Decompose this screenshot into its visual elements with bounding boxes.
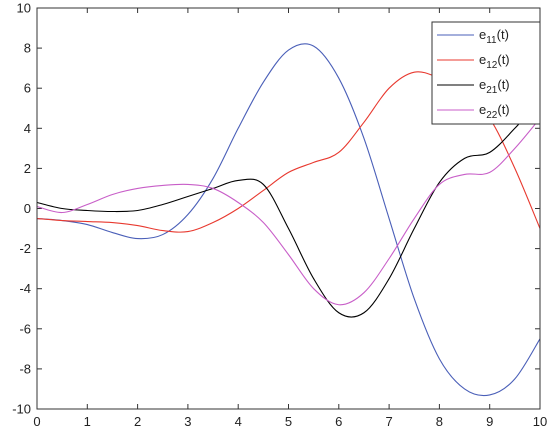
legend-label: e22(t) xyxy=(479,102,510,121)
legend: e11(t) e12(t) e21(t) e22(t) xyxy=(431,21,541,125)
x-tick-label: 1 xyxy=(84,414,91,429)
x-tick-label: 7 xyxy=(385,414,392,429)
x-tick-label: 5 xyxy=(285,414,292,429)
y-tick-label: -10 xyxy=(12,402,31,417)
legend-label: e21(t) xyxy=(479,77,510,96)
y-tick-label: -4 xyxy=(19,281,31,296)
x-tick-label: 3 xyxy=(184,414,191,429)
x-tick-label: 6 xyxy=(335,414,342,429)
legend-label: e11(t) xyxy=(479,27,509,46)
y-tick-label: -2 xyxy=(19,241,31,256)
y-tick-label: 0 xyxy=(24,201,31,216)
y-tick-label: 10 xyxy=(17,1,31,16)
y-tick-label: 2 xyxy=(24,161,31,176)
y-tick-label: -6 xyxy=(19,321,31,336)
y-tick-label: 4 xyxy=(24,121,31,136)
x-tick-label: 4 xyxy=(235,414,242,429)
series-line xyxy=(36,43,541,397)
x-tick-label: 9 xyxy=(486,414,493,429)
x-tick-label: 2 xyxy=(134,414,141,429)
x-tick-label: 0 xyxy=(33,414,40,429)
x-tick-label: 8 xyxy=(436,414,443,429)
y-tick-label: 6 xyxy=(24,81,31,96)
axes-box xyxy=(36,7,541,410)
y-tick-label: 8 xyxy=(24,41,31,56)
series-line xyxy=(36,117,541,306)
legend-label: e12(t) xyxy=(479,52,510,71)
x-tick-label: 10 xyxy=(533,414,547,429)
legend-box xyxy=(431,21,541,125)
y-tick-label: -8 xyxy=(19,361,31,376)
series-line xyxy=(36,99,541,318)
